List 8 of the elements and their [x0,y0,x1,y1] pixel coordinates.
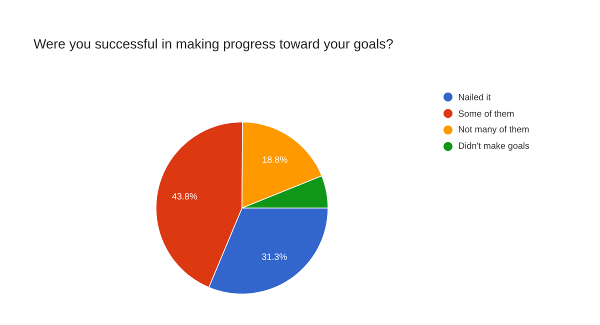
legend-label: Nailed it [458,94,491,100]
data-label: 18.8% [262,156,288,163]
data-label: 31.3% [262,253,287,260]
legend-label: Didn't make goals [458,142,530,151]
legend-label: Some of them [458,110,514,117]
legend-label: Not many of them [458,126,529,134]
chart-title: Were you successful in making progress toward your goals? [34,38,393,52]
data-label: 43.8% [172,193,198,200]
